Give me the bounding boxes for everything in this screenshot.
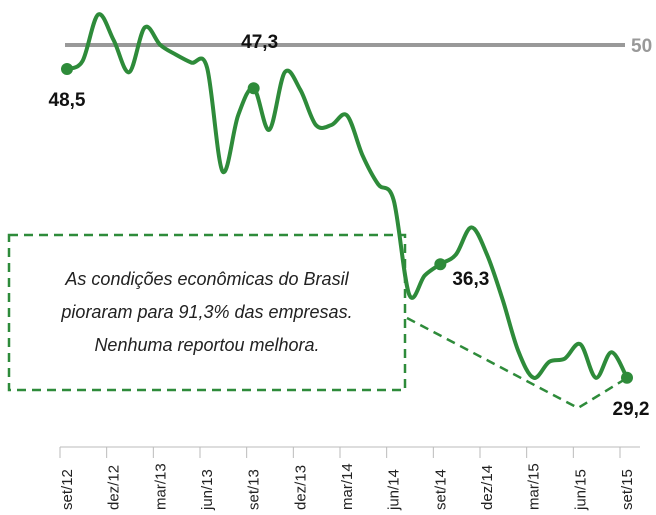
x-tick-label: mar/15 (526, 463, 543, 510)
line-series (66, 12, 629, 380)
marker (621, 371, 633, 384)
marker (61, 63, 73, 75)
x-tick-label: jun/13 (199, 469, 216, 511)
annotation-box (7, 233, 407, 392)
annotation: pioraram para 91,3% das empresas. (60, 302, 352, 322)
data-label: 36,3 (452, 269, 489, 290)
x-tick-label: dez/14 (479, 465, 496, 510)
annotation: As condições econômicas do Brasil (64, 269, 349, 289)
x-tick-label: jun/14 (386, 469, 403, 511)
x-tick-label: set/13 (246, 469, 263, 510)
data-label: 29,2 (613, 399, 650, 420)
x-tick-label: jun/15 (572, 469, 589, 511)
trend-dash (406, 316, 628, 410)
x-tick-label: set/14 (432, 469, 449, 510)
x-tick-label: set/15 (619, 469, 636, 510)
x-tick-label: set/12 (59, 469, 76, 510)
data-label: 47,3 (241, 32, 278, 53)
reference-label: 50 (631, 36, 652, 57)
x-tick-label: dez/13 (292, 465, 309, 510)
data-label: 48,5 (49, 90, 86, 111)
x-tick-label: mar/13 (152, 463, 169, 510)
x-tick-label: mar/14 (339, 463, 356, 510)
annotation: Nenhuma reportou melhora. (94, 335, 319, 355)
marker (247, 82, 260, 95)
x-tick-label: dez/12 (106, 465, 123, 510)
marker (434, 258, 447, 271)
